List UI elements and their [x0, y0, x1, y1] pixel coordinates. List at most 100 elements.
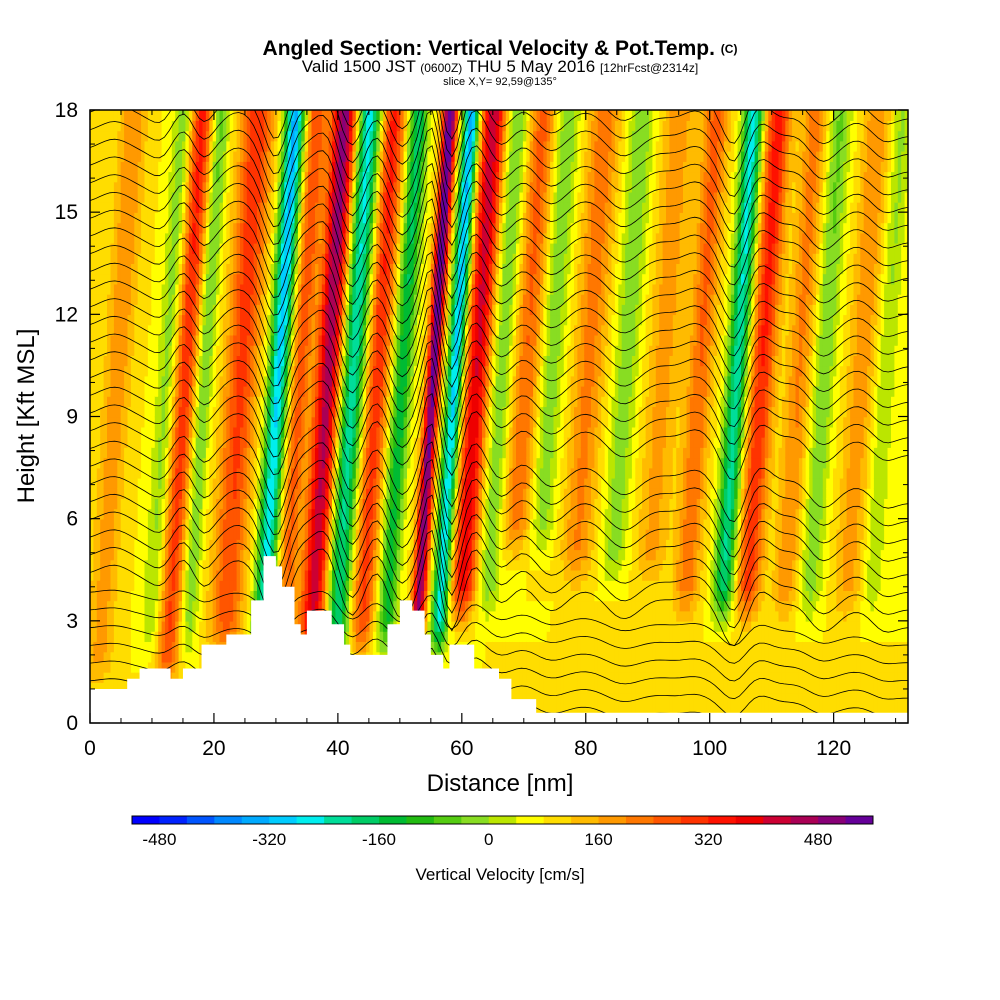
velocity-cell: [130, 488, 136, 499]
velocity-cell: [171, 334, 176, 346]
velocity-cell: [151, 488, 156, 499]
velocity-cell: [130, 365, 136, 377]
velocity-cell: [165, 324, 170, 336]
velocity-cell: [90, 467, 95, 479]
velocity-cell: [127, 610, 132, 622]
velocity-cell: [90, 671, 95, 683]
velocity-cell: [127, 355, 132, 367]
velocity-cell: [151, 610, 156, 622]
velocity-cell: [96, 130, 101, 142]
velocity-cell: [100, 181, 105, 193]
velocity-cell: [100, 631, 105, 642]
velocity-cell: [168, 375, 173, 387]
velocity-cell: [103, 620, 108, 632]
velocity-cell: [141, 273, 146, 285]
velocity-cell: [144, 661, 149, 673]
velocity-cell: [171, 631, 176, 642]
velocity-cell: [134, 314, 139, 326]
velocity-cell: [151, 334, 156, 346]
velocity-cell: [113, 559, 119, 571]
velocity-cell: [154, 631, 159, 642]
velocity-cell: [113, 171, 119, 183]
velocity-cell: [110, 273, 115, 285]
velocity-cell: [165, 518, 170, 530]
velocity-cell: [93, 661, 98, 673]
velocity-cell: [137, 661, 142, 673]
velocity-cell: [151, 447, 156, 459]
velocity-cell: [93, 293, 98, 305]
velocity-cell: [141, 253, 146, 264]
velocity-cell: [107, 161, 112, 173]
velocity-cell: [141, 324, 146, 336]
velocity-cell: [110, 426, 115, 438]
velocity-cell: [120, 661, 125, 673]
velocity-cell: [144, 140, 149, 152]
velocity-cell: [141, 263, 146, 275]
velocity-cell: [113, 130, 119, 142]
velocity-cell: [110, 375, 115, 387]
velocity-cell: [171, 467, 176, 479]
velocity-cell: [117, 508, 122, 520]
velocity-cell: [110, 253, 115, 264]
velocity-cell: [161, 457, 166, 469]
velocity-cell: [130, 498, 136, 510]
velocity-cell: [113, 518, 119, 530]
velocity-cell: [120, 406, 125, 418]
velocity-cell: [107, 426, 112, 438]
velocity-cell: [103, 651, 108, 663]
velocity-cell: [117, 488, 122, 499]
velocity-cell: [137, 283, 142, 295]
velocity-cell: [161, 161, 166, 173]
velocity-cell: [137, 263, 142, 275]
velocity-cell: [137, 212, 142, 224]
velocity-cell: [141, 610, 146, 622]
velocity-cell: [141, 631, 146, 642]
velocity-cell: [130, 610, 136, 622]
velocity-cell: [154, 610, 159, 622]
velocity-cell: [154, 559, 159, 571]
velocity-cell: [107, 518, 112, 530]
velocity-cell: [120, 253, 125, 264]
velocity-cell: [161, 477, 166, 489]
velocity-cell: [90, 488, 95, 499]
velocity-cell: [113, 273, 119, 285]
velocity-cell: [120, 580, 125, 591]
velocity-cell: [158, 477, 163, 489]
velocity-cell: [134, 130, 139, 142]
velocity-cell: [120, 610, 125, 622]
velocity-cell: [124, 467, 129, 479]
velocity-cell: [117, 110, 122, 121]
velocity-cell: [161, 242, 166, 254]
velocity-cell: [161, 293, 166, 305]
velocity-cell: [117, 518, 122, 530]
velocity-cell: [130, 345, 136, 356]
velocity-cell: [165, 549, 170, 561]
velocity-cell: [137, 518, 142, 530]
velocity-cell: [93, 549, 98, 561]
velocity-cell: [117, 242, 122, 254]
velocity-cell: [107, 273, 112, 285]
velocity-cell: [168, 304, 173, 316]
velocity-cell: [93, 201, 98, 213]
velocity-cell: [137, 528, 142, 540]
velocity-cell: [113, 447, 119, 459]
velocity-cell: [107, 661, 112, 673]
velocity-cell: [117, 365, 122, 377]
velocity-cell: [113, 416, 119, 428]
velocity-cell: [100, 488, 105, 499]
velocity-cell: [137, 620, 142, 632]
velocity-cell: [120, 375, 125, 387]
velocity-cell: [151, 355, 156, 367]
velocity-cell: [90, 385, 95, 397]
velocity-cell: [130, 355, 136, 367]
velocity-cell: [151, 426, 156, 438]
velocity-cell: [93, 600, 98, 612]
velocity-cell: [107, 671, 112, 683]
velocity-cell: [137, 426, 142, 438]
velocity-cell: [107, 365, 112, 377]
velocity-cell: [110, 334, 115, 346]
velocity-cell: [117, 528, 122, 540]
velocity-cell: [158, 212, 163, 224]
velocity-cell: [127, 181, 132, 193]
velocity-cell: [90, 150, 95, 162]
